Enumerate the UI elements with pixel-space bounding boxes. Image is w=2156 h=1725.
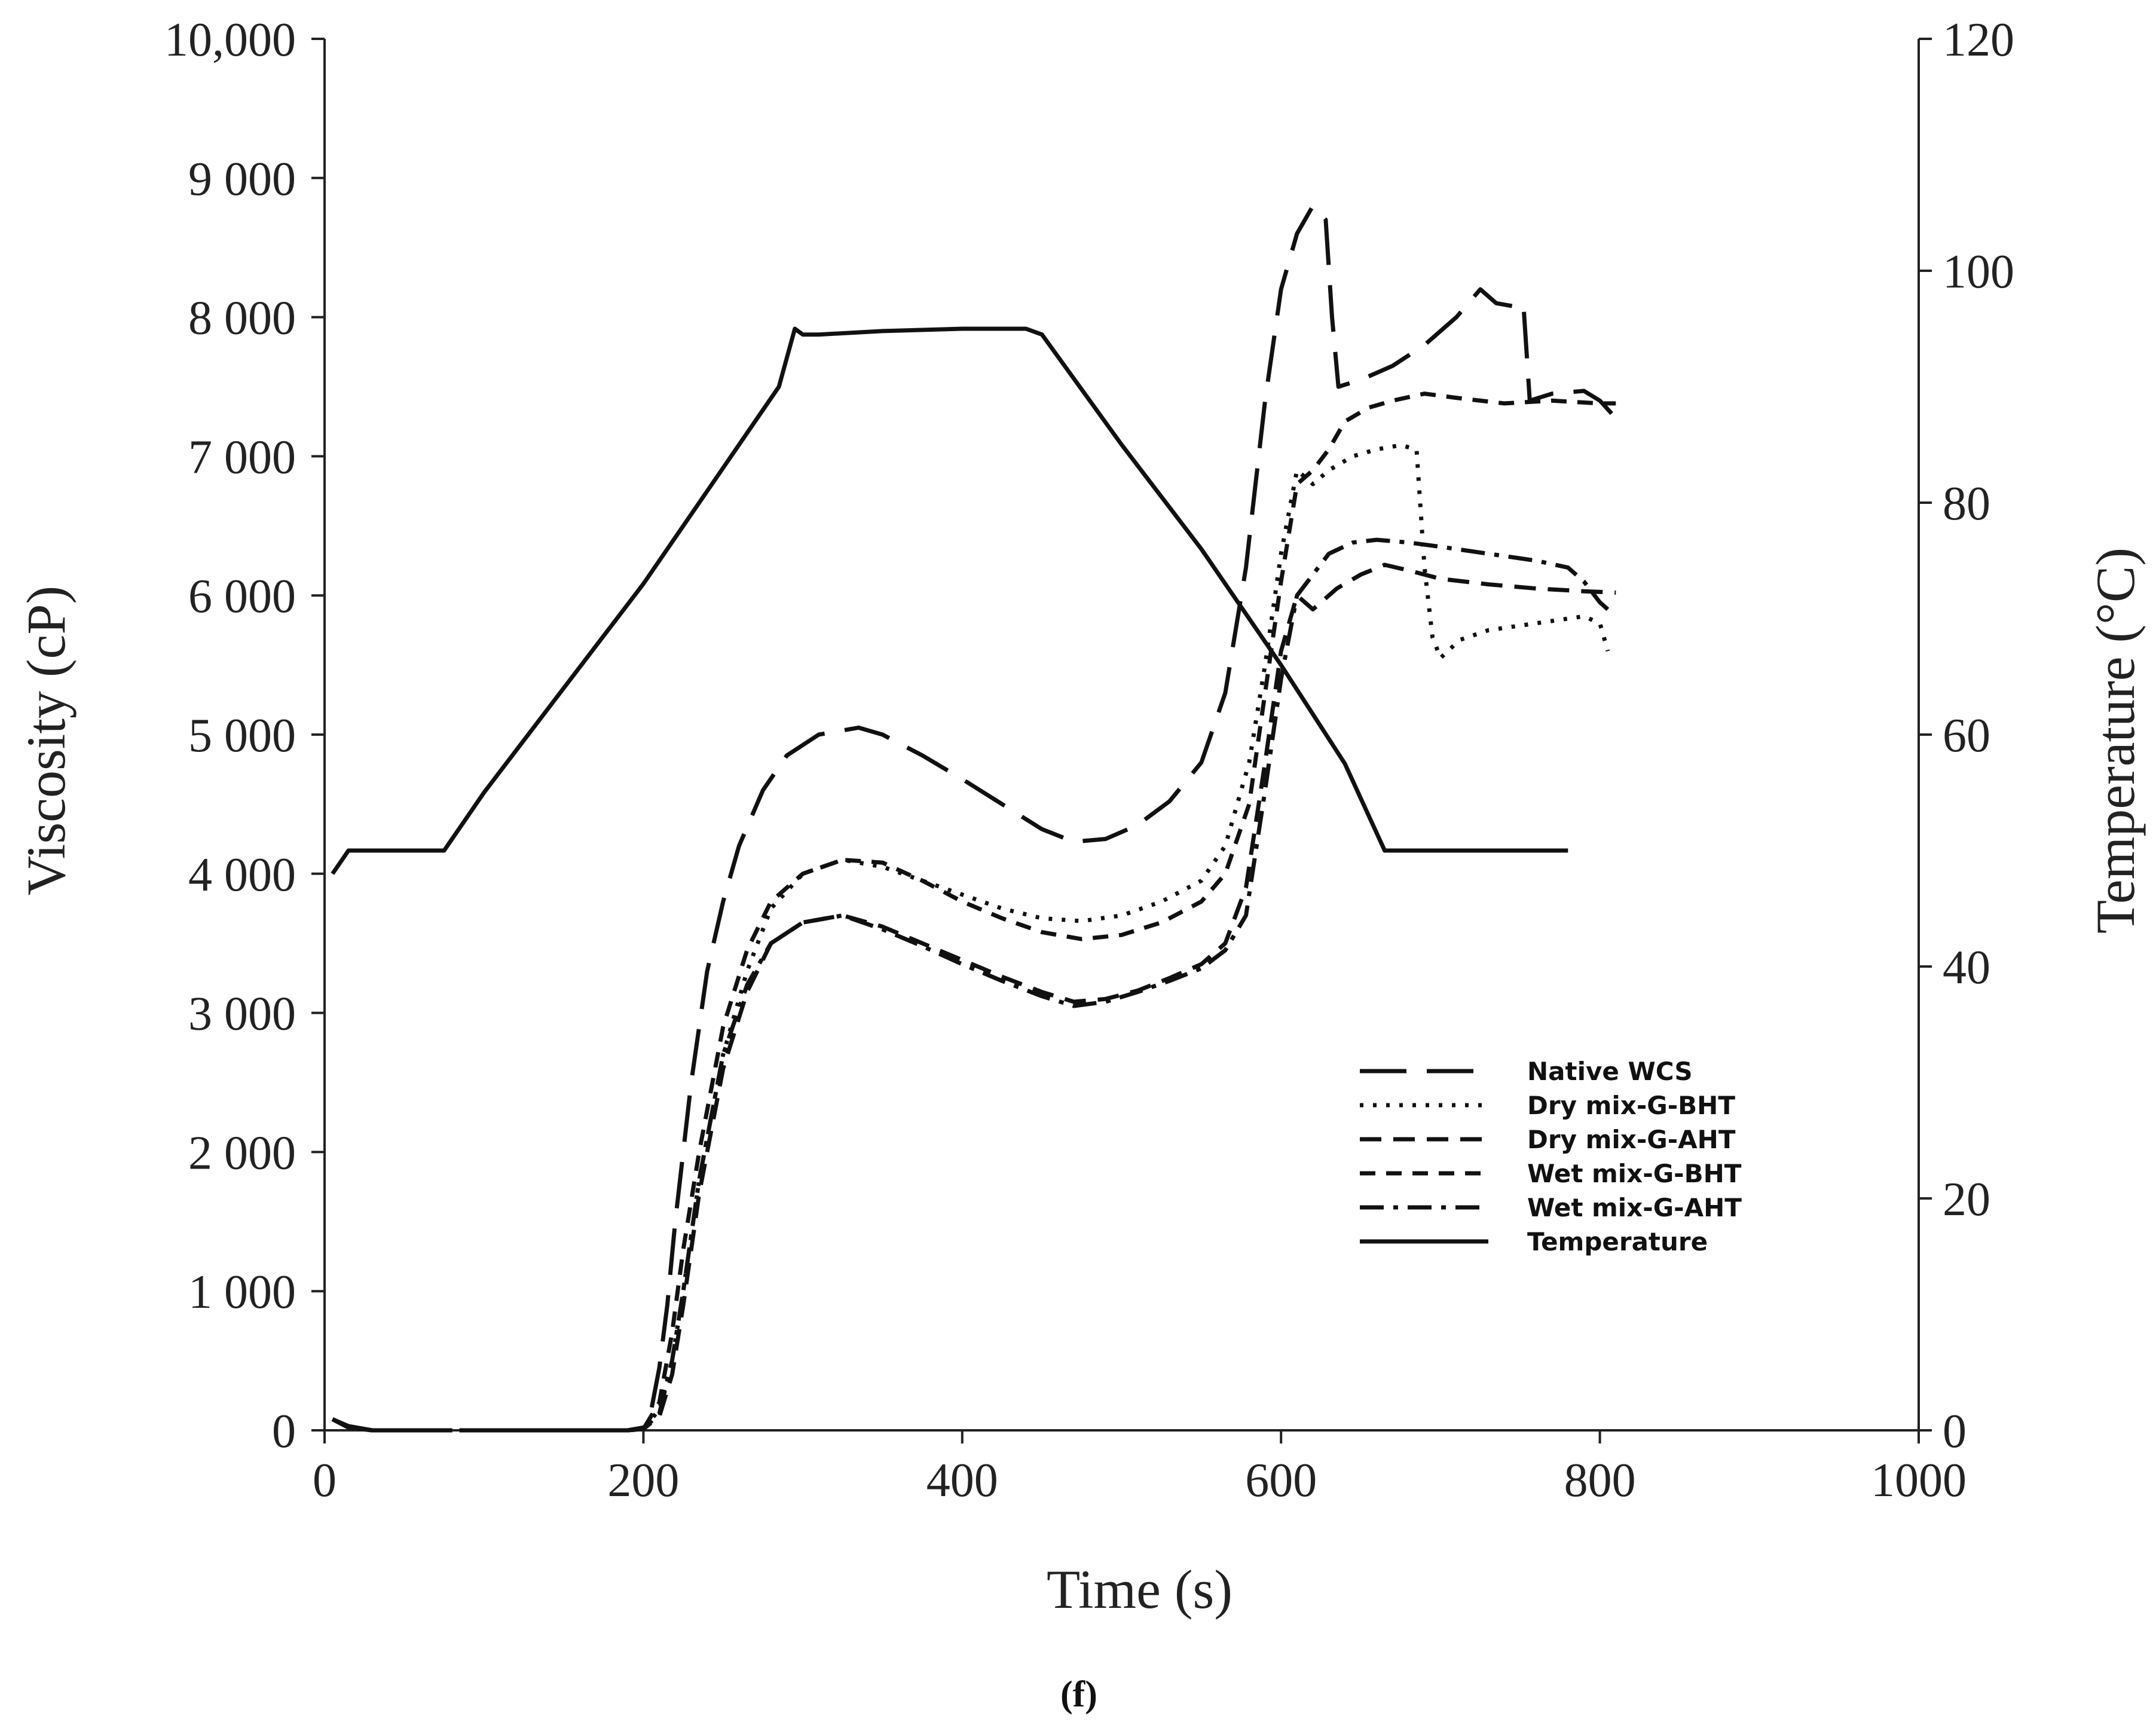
y-left-tick-label: 7 000 [188,431,296,484]
series-line-dry-mix-g-aht [331,562,1616,1433]
legend-label: Wet mix-G-BHT [1527,1159,1742,1188]
y-left-axis-title: Viscosity (cP) [16,586,77,895]
y-right-tick-label: 120 [1943,14,2014,66]
series-line-dry-mix-g-bht [331,443,1610,1433]
y-right-tick-label: 40 [1943,941,1990,994]
legend-label: Wet mix-G-AHT [1527,1193,1742,1222]
y-right-tick-label: 20 [1943,1173,1990,1226]
y-right-axis-title: Temperature (°C) [2085,548,2146,934]
x-tick-label: 600 [1245,1454,1317,1507]
legend-label: Dry mix-G-AHT [1527,1125,1736,1154]
y-left-tick-label: 5 000 [188,709,296,762]
series-line-wet-mix-g-aht [331,537,1610,1433]
y-left-tick-label: 10,000 [164,14,296,66]
y-left-tick-label: 2 000 [188,1127,296,1179]
y-left-tick-label: 6 000 [188,570,296,623]
y-left-tick-label: 9 000 [188,153,296,206]
series-group [331,203,1618,1433]
x-tick-label: 800 [1564,1454,1636,1507]
x-axis-title: Time (s) [1047,1559,1233,1620]
figure-caption: (f) [1060,1674,1097,1715]
y-left-tick-label: 3 000 [188,988,296,1041]
legend: Native WCS Dry mix-G-BHT Dry mix-G-AHT Wet … [1360,1057,1742,1256]
series-line-temperature [331,326,1568,875]
series-line-native-wcs [331,203,1618,1433]
y-right-tick-label: 0 [1943,1405,1967,1458]
y-left-tick-label: 0 [272,1405,296,1458]
legend-label: Native WCS [1527,1057,1693,1086]
y-right-tick-label: 100 [1943,246,2014,298]
legend-label: Temperature [1527,1227,1708,1256]
legend-label: Dry mix-G-BHT [1527,1091,1735,1120]
x-tick-label: 200 [607,1454,679,1507]
x-tick-label: 1000 [1871,1454,1967,1507]
y-left-tick-label: 8 000 [188,292,296,345]
y-left-tick-label: 4 000 [188,849,296,901]
x-tick-label: 0 [313,1454,337,1507]
y-right-tick-label: 60 [1943,709,1990,762]
y-right-tick-label: 80 [1943,478,1990,530]
series-line-wet-mix-g-bht [331,392,1616,1433]
y-left-tick-label: 1 000 [188,1266,296,1319]
x-tick-label: 400 [926,1454,998,1507]
